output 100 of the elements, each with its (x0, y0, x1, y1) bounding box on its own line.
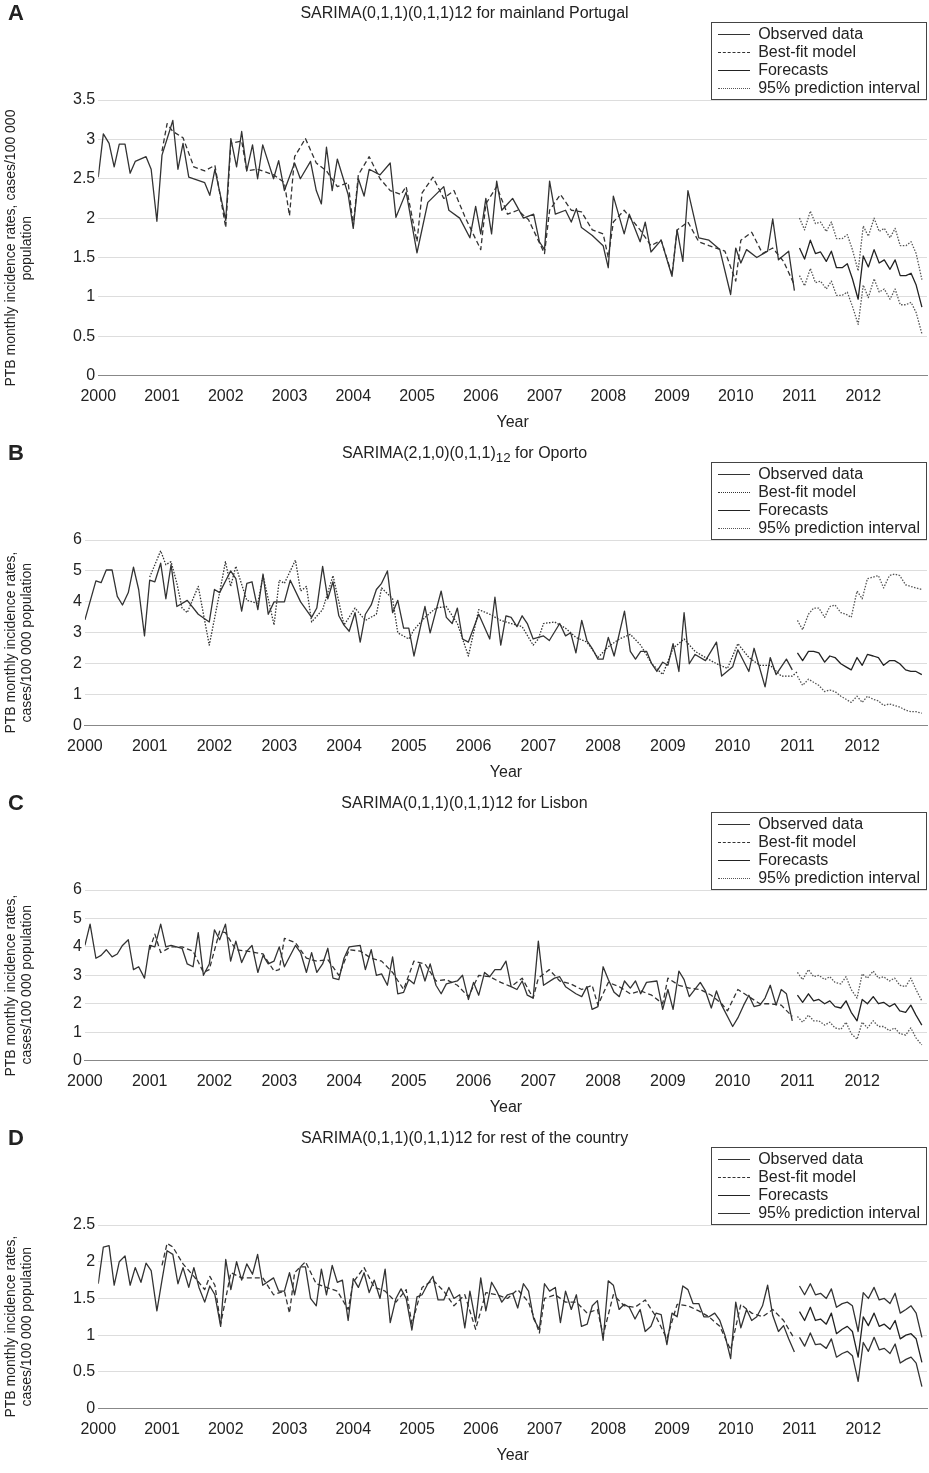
legend-label: Observed data (758, 465, 864, 482)
line-series (796, 675, 923, 714)
x-tick-label: 2011 (780, 736, 815, 754)
x-tick-label: 2006 (462, 1419, 499, 1437)
x-tick-label: 2003 (261, 1071, 298, 1089)
chart-title: SARIMA(0,1,1)(0,1,1)12 for Lisbon (341, 794, 588, 811)
x-tick-label: 2011 (780, 1071, 815, 1089)
chart-title: SARIMA(2,1,0)(0,1,1)$_{12}$ for Oporto (341, 444, 588, 466)
y-tick-label: 0.5 (72, 1362, 96, 1380)
legend-label: 95% prediction interval (758, 1204, 920, 1221)
x-tick-label: 2003 (271, 386, 308, 404)
line-series (796, 968, 923, 1002)
x-tick-label: 2007 (520, 1071, 557, 1089)
line-series (798, 210, 923, 281)
x-tick-label: 2008 (585, 736, 622, 754)
legend-label: Best-fit model (758, 483, 856, 500)
legend-label: Best-fit model (758, 43, 856, 60)
y-tick-label: 0 (72, 716, 82, 734)
y-tick-label: 3 (72, 965, 82, 983)
y-tick-label: 6 (72, 530, 82, 548)
y-axis-title: PTB monthly incidence rates, cases/100 000 population (2, 550, 34, 736)
y-tick-label: 1.5 (72, 1288, 96, 1306)
x-tick-label: 2009 (654, 1419, 690, 1437)
x-tick-label: 2009 (654, 386, 690, 404)
x-axis-title: Year (489, 762, 523, 780)
x-tick-label: 2002 (207, 1419, 244, 1437)
text: A (8, 0, 24, 26)
text: B (8, 440, 24, 466)
x-tick-label: 2011 (782, 386, 817, 404)
legend-label: Best-fit model (758, 833, 856, 850)
x-tick-label: 2012 (845, 386, 882, 404)
y-tick-label: 5 (72, 908, 82, 926)
x-tick-label: 2010 (717, 1419, 754, 1437)
legend-label: 95% prediction interval (758, 79, 920, 96)
legend-label: 95% prediction interval (758, 869, 920, 886)
legend-label: Best-fit model (758, 1168, 856, 1185)
x-tick-label: 2007 (526, 386, 563, 404)
x-tick-label: 2003 (271, 1419, 308, 1437)
x-tick-label: 2007 (520, 736, 557, 754)
y-tick-label: 2 (86, 1252, 96, 1270)
x-tick-label: 2002 (207, 386, 244, 404)
x-tick-label: 2001 (144, 386, 180, 404)
y-axis-title: PTB monthly incidence rates, cases/100 000 population (2, 893, 34, 1079)
x-tick-label: 2002 (196, 736, 233, 754)
x-tick-label: 2008 (590, 1419, 627, 1437)
y-tick-label: 3 (86, 129, 96, 147)
x-tick-label: 2001 (131, 736, 168, 754)
y-tick-label: 1 (72, 685, 82, 703)
y-tick-label: 3.5 (72, 90, 96, 108)
y-tick-label: 1 (72, 1022, 82, 1040)
chart-title: SARIMA(0,1,1)(0,1,1)12 for rest of the country (300, 1129, 629, 1146)
y-tick-label: 6 (72, 880, 82, 898)
legend-label: Observed data (758, 815, 864, 832)
y-tick-label: 2 (72, 654, 82, 672)
chart-title: SARIMA(0,1,1)(0,1,1)12 for mainland Portugal (300, 4, 629, 21)
y-tick-label: 4 (72, 937, 82, 955)
x-tick-label: 2006 (455, 736, 492, 754)
x-axis-title: Year (496, 412, 530, 430)
x-tick-label: 2004 (326, 1071, 362, 1089)
y-tick-label: 5 (72, 561, 82, 579)
x-tick-label: 2011 (782, 1419, 817, 1437)
x-tick-label: 2000 (80, 1419, 117, 1437)
x-tick-label: 2005 (390, 1071, 427, 1089)
x-tick-label: 2008 (585, 1071, 622, 1089)
x-tick-label: 2009 (650, 1071, 686, 1089)
x-tick-label: 2010 (714, 1071, 751, 1089)
y-axis-title: PTB monthly incidence rates, cases/100 000 population (2, 108, 34, 389)
legend-label: 95% prediction interval (758, 519, 920, 536)
x-tick-label: 2002 (196, 1071, 233, 1089)
x-tick-label: 2008 (590, 386, 627, 404)
x-tick-label: 2012 (845, 1419, 882, 1437)
text: C (8, 790, 24, 816)
x-tick-label: 2005 (399, 386, 435, 404)
x-tick-label: 2010 (714, 736, 751, 754)
line-series (798, 267, 923, 335)
x-tick-label: 2000 (80, 386, 117, 404)
y-tick-label: 0.5 (72, 326, 96, 344)
legend-label: Forecasts (758, 851, 829, 868)
legend-label: Observed data (758, 1150, 864, 1167)
y-tick-label: 2 (86, 208, 96, 226)
x-tick-label: 2003 (261, 736, 298, 754)
x-tick-label: 2005 (390, 736, 427, 754)
y-tick-label: 0 (72, 1051, 82, 1069)
y-tick-label: 1 (86, 287, 96, 305)
x-tick-label: 2004 (335, 386, 372, 404)
line-series (796, 1014, 923, 1046)
x-tick-label: 2001 (131, 1071, 168, 1089)
y-tick-label: 2.5 (72, 1215, 96, 1233)
y-tick-label: 2.5 (72, 169, 96, 187)
x-tick-label: 2004 (326, 736, 362, 754)
x-axis-title: Year (496, 1445, 530, 1463)
x-tick-label: 2006 (462, 386, 499, 404)
x-tick-label: 2012 (844, 1071, 881, 1089)
x-tick-label: 2005 (399, 1419, 435, 1437)
legend-label: Forecasts (758, 61, 829, 78)
legend-label: Observed data (758, 25, 864, 42)
x-tick-label: 2007 (526, 1419, 563, 1437)
x-tick-label: 2010 (717, 386, 754, 404)
x-tick-label: 2000 (67, 736, 103, 754)
y-tick-label: 1 (86, 1325, 96, 1343)
